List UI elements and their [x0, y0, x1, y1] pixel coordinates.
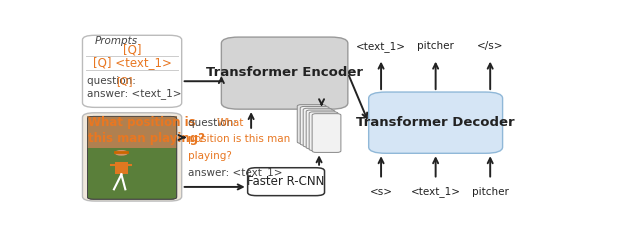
Text: pitcher: pitcher [472, 187, 509, 197]
FancyBboxPatch shape [369, 92, 502, 153]
Text: question:: question: [88, 76, 140, 86]
Text: answer: <text_1>: answer: <text_1> [88, 88, 182, 99]
Text: Transformer Encoder: Transformer Encoder [206, 66, 363, 79]
FancyBboxPatch shape [303, 108, 332, 147]
FancyBboxPatch shape [306, 110, 335, 149]
FancyBboxPatch shape [221, 37, 348, 109]
Text: playing?: playing? [188, 151, 232, 161]
FancyBboxPatch shape [115, 162, 128, 174]
FancyBboxPatch shape [83, 35, 182, 107]
Circle shape [115, 151, 127, 155]
FancyBboxPatch shape [83, 113, 182, 201]
Text: </s>: </s> [477, 41, 504, 51]
FancyBboxPatch shape [248, 168, 324, 196]
Text: position is this man: position is this man [188, 134, 291, 144]
Text: pitcher: pitcher [417, 41, 454, 51]
FancyBboxPatch shape [300, 106, 329, 145]
FancyBboxPatch shape [312, 114, 341, 152]
FancyBboxPatch shape [88, 116, 177, 199]
Text: <text_1>: <text_1> [356, 41, 406, 51]
Text: question:: question: [188, 118, 240, 128]
FancyBboxPatch shape [297, 105, 326, 143]
Text: [Q] <text_1>: [Q] <text_1> [93, 56, 172, 69]
Text: [Q]: [Q] [123, 43, 141, 56]
Text: Transformer Decoder: Transformer Decoder [356, 116, 515, 129]
FancyBboxPatch shape [88, 116, 177, 148]
Text: What position is
this man playing?: What position is this man playing? [88, 116, 205, 145]
Text: <s>: <s> [369, 187, 392, 197]
Text: Prompts: Prompts [95, 36, 138, 46]
Text: [Q]: [Q] [116, 76, 132, 86]
Text: <text_1>: <text_1> [411, 186, 461, 197]
Text: answer: <text_1>: answer: <text_1> [188, 167, 283, 178]
Text: What: What [216, 118, 244, 128]
Text: Faster R-CNN: Faster R-CNN [248, 175, 324, 188]
FancyBboxPatch shape [309, 112, 338, 151]
